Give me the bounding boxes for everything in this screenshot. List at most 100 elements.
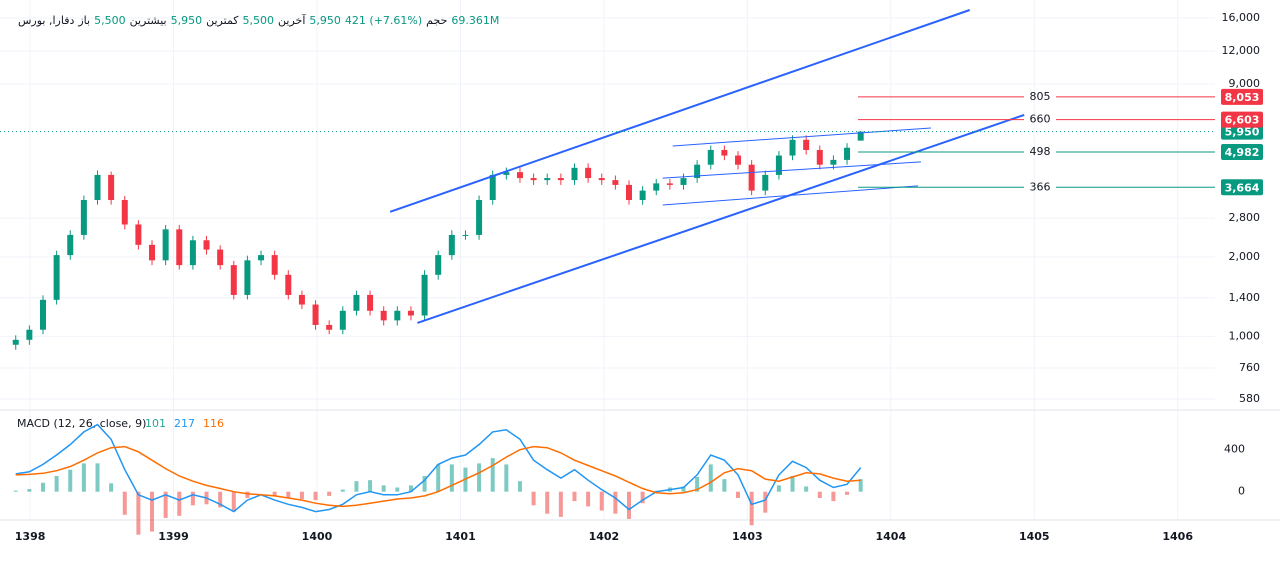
trend-line	[389, 9, 971, 213]
candle-body	[394, 310, 401, 321]
y-tick-label: 2,800	[1229, 211, 1261, 224]
histogram-bar	[95, 463, 100, 492]
trend-line	[672, 127, 931, 147]
candle-body	[380, 310, 387, 321]
macd-legend-value: 101	[145, 417, 166, 430]
histogram-bar	[722, 479, 727, 492]
candle-body	[830, 159, 837, 165]
histogram-bar	[586, 491, 591, 507]
histogram-bar	[408, 485, 413, 492]
histogram-bar	[54, 475, 59, 492]
histogram-bar	[817, 491, 822, 498]
candle-body	[844, 147, 851, 160]
candle-body	[666, 183, 673, 185]
level-price-tag	[1221, 143, 1263, 160]
candle-body	[135, 224, 142, 245]
candle-body	[503, 172, 510, 175]
last-price-label: 5,950	[1225, 126, 1260, 139]
candle-body	[12, 339, 19, 345]
trend-line	[662, 185, 919, 206]
level-tag: 660	[1030, 113, 1051, 126]
candle-body	[598, 178, 605, 181]
symbol-legend: دفارا, بورس باز 5,500 بیشترین 5,950 کمتر…	[18, 14, 499, 27]
trend-line	[662, 161, 921, 179]
candle-body	[625, 184, 632, 200]
level-price-tag	[1221, 179, 1263, 196]
y-tick-label: 16,000	[1222, 11, 1261, 24]
candle-body	[789, 139, 796, 156]
candle-body	[326, 324, 333, 330]
level-tag: 498	[1030, 145, 1051, 158]
candle-body	[803, 139, 810, 150]
candle-body	[707, 149, 714, 165]
histogram-bar	[763, 491, 768, 513]
x-tick-label: 1400	[302, 530, 333, 543]
level-price-label: 3,664	[1225, 181, 1260, 194]
y-tick-label: 1,400	[1229, 291, 1261, 304]
candle-body	[530, 178, 537, 181]
histogram-bar	[381, 485, 386, 492]
candle-body	[149, 244, 156, 261]
candle-body	[176, 229, 183, 266]
candle-body	[108, 174, 115, 200]
x-tick-label: 1398	[15, 530, 46, 543]
last-value: 5,950	[309, 14, 341, 27]
candle-body	[544, 178, 551, 181]
candle-body	[407, 310, 414, 316]
histogram-bar	[299, 491, 304, 500]
histogram-bar	[272, 491, 277, 496]
y-tick-label: 1,000	[1229, 329, 1261, 342]
histogram-bar	[327, 491, 332, 496]
candle-body	[721, 149, 728, 156]
candle-body	[271, 255, 278, 275]
histogram-bar	[354, 481, 359, 492]
histogram-bar	[640, 491, 645, 504]
histogram-bar	[422, 475, 427, 492]
candle-body	[639, 190, 646, 200]
histogram-bar	[504, 464, 509, 492]
candle-body	[203, 240, 210, 250]
x-tick-label: 1406	[1162, 530, 1193, 543]
macd-legend-value: 217	[174, 417, 195, 430]
x-tick-label: 1401	[445, 530, 476, 543]
histogram-bar	[708, 464, 713, 492]
histogram-bar	[436, 464, 441, 492]
candle-body	[367, 294, 374, 311]
x-tick-label: 1399	[158, 530, 189, 543]
y-tick-label: 760	[1239, 361, 1260, 374]
candle-body	[258, 255, 265, 261]
y-tick-label: 9,000	[1229, 77, 1261, 90]
histogram-bar	[613, 491, 618, 514]
histogram-bar	[681, 486, 686, 492]
histogram-bar	[749, 491, 754, 526]
macd-legend-value: 116	[203, 417, 224, 430]
low-value: 5,500	[242, 14, 275, 27]
candle-body	[571, 167, 578, 181]
level-price-label: 6,603	[1225, 114, 1260, 127]
histogram-bar	[218, 491, 223, 508]
level-price-label: 8,053	[1225, 91, 1260, 104]
low-label: کمترین	[206, 14, 239, 27]
last-label: آخرین	[278, 14, 306, 27]
histogram-bar	[558, 491, 563, 517]
histogram-bar	[531, 491, 536, 506]
candle-body	[80, 199, 87, 235]
candle-body	[121, 199, 128, 225]
y-tick-label: 0	[1238, 485, 1245, 498]
level-price-tag	[1221, 88, 1263, 105]
candle-body	[353, 294, 360, 311]
histogram-bar	[831, 491, 836, 502]
histogram-bar	[626, 491, 631, 519]
histogram-bar	[245, 491, 250, 498]
histogram-bar	[517, 481, 522, 492]
candle-body	[816, 149, 823, 165]
candle-body	[557, 178, 564, 181]
candle-body	[516, 172, 523, 179]
candle-body	[748, 164, 755, 191]
histogram-bar	[490, 458, 495, 492]
histogram-bar	[122, 491, 127, 515]
histogram-bar	[790, 475, 795, 492]
histogram-bar	[136, 491, 141, 535]
